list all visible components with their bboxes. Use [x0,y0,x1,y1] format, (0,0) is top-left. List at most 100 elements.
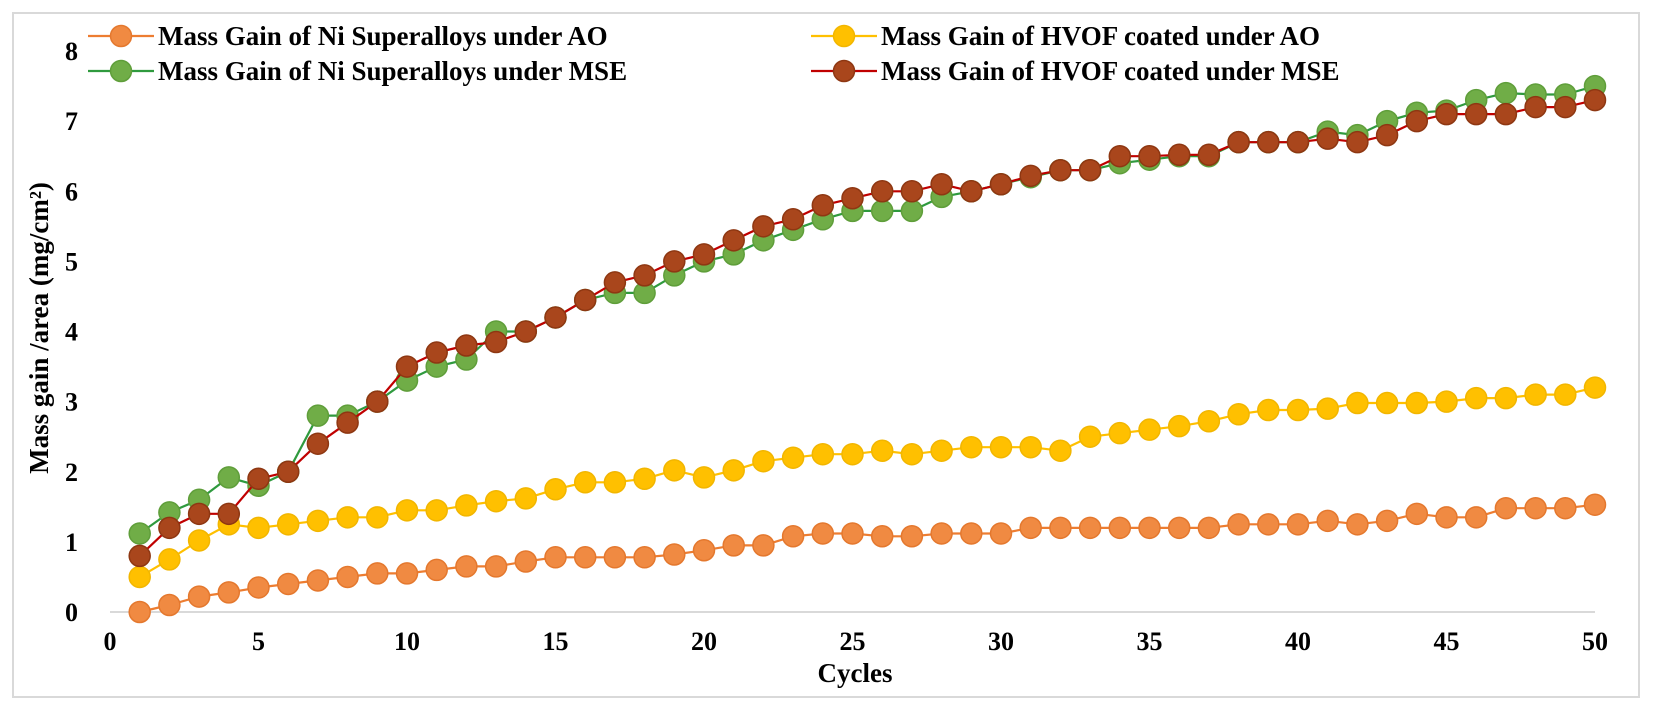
data-point [128,600,151,624]
data-point [841,522,864,545]
series-line [139,85,1596,535]
data-point [603,546,627,569]
data-point [870,439,894,462]
series-line [138,99,1596,557]
legend-label: Mass Gain of Ni Superalloys under AO [158,21,608,51]
data-point [425,499,448,522]
data-point [781,525,805,548]
data-point [930,172,953,196]
data-point [930,439,953,462]
y-tick-label: 8 [65,37,78,66]
data-point [1019,516,1042,540]
data-point [900,199,924,223]
data-point [781,446,805,469]
data-point [336,565,359,589]
data-point [1049,439,1072,462]
data-point [1227,130,1250,154]
data-point [1554,95,1577,119]
data-point [603,271,627,294]
data-point [1078,158,1102,182]
y-axis-title: Mass gain /area (mg/cm²) [24,182,54,474]
y-tick-label: 1 [65,528,78,557]
data-point [722,459,745,482]
data-point [1078,425,1102,448]
data-point [811,522,835,545]
data-point [573,288,597,312]
data-point [1197,516,1221,540]
data-point [1435,102,1458,126]
data-point [306,404,330,427]
data-point [960,435,983,459]
x-axis-title: Cycles [818,658,893,688]
data-point [870,525,894,548]
data-point [1197,410,1221,433]
data-point [1108,421,1132,445]
data-point [870,180,894,203]
legend-label: Mass Gain of HVOF coated under MSE [881,56,1339,86]
y-tick-label: 4 [65,318,78,347]
data-point [1167,516,1191,540]
data-point [663,250,686,273]
x-tick-label: 15 [543,627,569,656]
data-point [247,467,270,491]
data-point [989,172,1013,196]
data-point [514,487,538,510]
data-point [603,471,627,494]
data-point [306,432,330,455]
data-point [128,522,151,545]
data-point [366,390,389,413]
legend-marker [832,24,856,48]
data-point [633,546,656,569]
data-point [484,330,508,354]
series-2 [128,376,1607,589]
data-point [841,187,864,210]
data-point [1019,164,1042,188]
data-point [455,494,478,517]
data-point [692,539,716,562]
data-point [663,543,686,566]
y-tick-label: 6 [65,177,78,206]
data-point [276,572,300,596]
data-point [1554,496,1577,520]
legend-marker [832,59,856,83]
data-point [395,355,419,378]
data-point [1049,158,1072,182]
data-point [1524,383,1547,406]
data-point [514,320,538,343]
data-point [455,334,478,357]
legend-marker [109,24,133,48]
y-tick-label: 0 [65,598,78,627]
x-tick-label: 25 [840,627,866,656]
data-point [187,502,211,526]
legend-item-2: Mass Gain of HVOF coated under AO [811,21,1320,51]
data-point [633,264,656,287]
y-tick-label: 5 [65,247,78,276]
legend-marker [109,59,133,83]
data-point [1316,397,1339,420]
data-point [425,558,448,582]
x-tick-label: 35 [1137,627,1163,656]
data-point [1464,506,1488,529]
x-tick-label: 5 [252,627,265,656]
data-point [366,506,389,529]
data-point [1257,398,1280,422]
data-point [900,180,924,203]
data-point [1494,102,1518,126]
data-point [1583,493,1607,516]
data-point [187,529,211,552]
x-tick-label: 50 [1582,627,1608,656]
data-point [1524,95,1547,119]
data-point [1019,435,1042,459]
data-point [544,478,567,501]
data-point [484,555,508,578]
data-point [930,522,953,545]
y-tick-label: 7 [65,107,78,136]
data-point [1138,144,1161,168]
data-point [1375,391,1399,415]
data-point [989,435,1013,459]
series-4 [128,88,1607,568]
data-point [306,509,330,533]
data-point [1316,509,1339,533]
data-point [1286,398,1310,422]
